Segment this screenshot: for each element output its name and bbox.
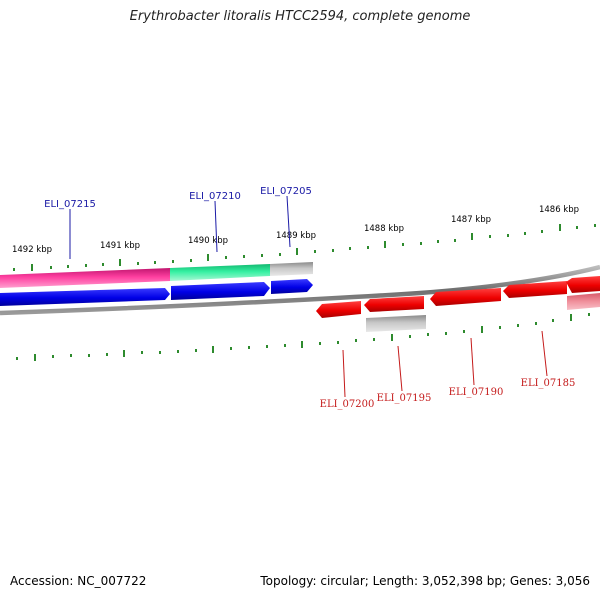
lower-tick-row: [16, 313, 590, 361]
gene-arrow-eli-07210[interactable]: [171, 282, 270, 300]
upper-tick-row: [13, 224, 596, 271]
gene-arrow-eli-07185[interactable]: [503, 281, 567, 298]
reverse-genes: [316, 276, 600, 318]
forward-feature-band: [0, 262, 313, 288]
gene-arrow-partial-right[interactable]: [566, 276, 600, 293]
tick-label-1487: 1487 kbp: [451, 215, 491, 225]
reverse-gene-labels: ELI_07200 ELI_07195 ELI_07190 ELI_07185: [320, 330, 576, 410]
feature-segment-reverse-pink[interactable]: [567, 293, 600, 310]
gene-arrow-eli-07215[interactable]: [0, 288, 170, 306]
genome-backbone: [0, 264, 600, 316]
gene-label-eli-07210[interactable]: ELI_07210: [189, 191, 241, 202]
tick-label-1486: 1486 kbp: [539, 205, 579, 215]
forward-gene-labels: ELI_07215 ELI_07210 ELI_07205: [44, 186, 312, 259]
kbp-tick-labels: 1492 kbp 1491 kbp 1490 kbp 1489 kbp 1488…: [12, 205, 579, 255]
genome-title: Erythrobacter litoralis HTCC2594, comple…: [129, 9, 471, 24]
gene-arrow-eli-07200[interactable]: [316, 301, 361, 318]
gene-label-eli-07200[interactable]: ELI_07200: [320, 399, 375, 410]
gene-arrow-eli-07195[interactable]: [364, 296, 424, 312]
tick-label-1491: 1491 kbp: [100, 241, 140, 251]
forward-genes: [0, 279, 313, 306]
tick-label-1492: 1492 kbp: [12, 245, 52, 255]
gene-label-eli-07215[interactable]: ELI_07215: [44, 199, 96, 210]
feature-segment-magenta[interactable]: [0, 268, 170, 288]
feature-segment-grey[interactable]: [270, 262, 313, 276]
tick-label-1488: 1488 kbp: [364, 224, 404, 234]
topology-text: Topology: circular; Length: 3,052,398 bp…: [260, 574, 590, 588]
accession-text: Accession: NC_007722: [10, 574, 147, 588]
gene-arrow-eli-07205[interactable]: [271, 279, 313, 294]
reverse-feature-band: [366, 293, 600, 332]
gene-arrow-eli-07190[interactable]: [430, 288, 501, 306]
feature-segment-green[interactable]: [170, 264, 270, 281]
gene-label-eli-07190[interactable]: ELI_07190: [449, 387, 504, 398]
tick-label-1489: 1489 kbp: [276, 231, 316, 241]
gene-label-eli-07195[interactable]: ELI_07195: [377, 393, 432, 404]
feature-segment-reverse-grey[interactable]: [366, 315, 426, 332]
gene-label-eli-07205[interactable]: ELI_07205: [260, 186, 312, 197]
gene-label-eli-07185[interactable]: ELI_07185: [521, 378, 576, 389]
tick-label-1490: 1490 kbp: [188, 236, 228, 246]
